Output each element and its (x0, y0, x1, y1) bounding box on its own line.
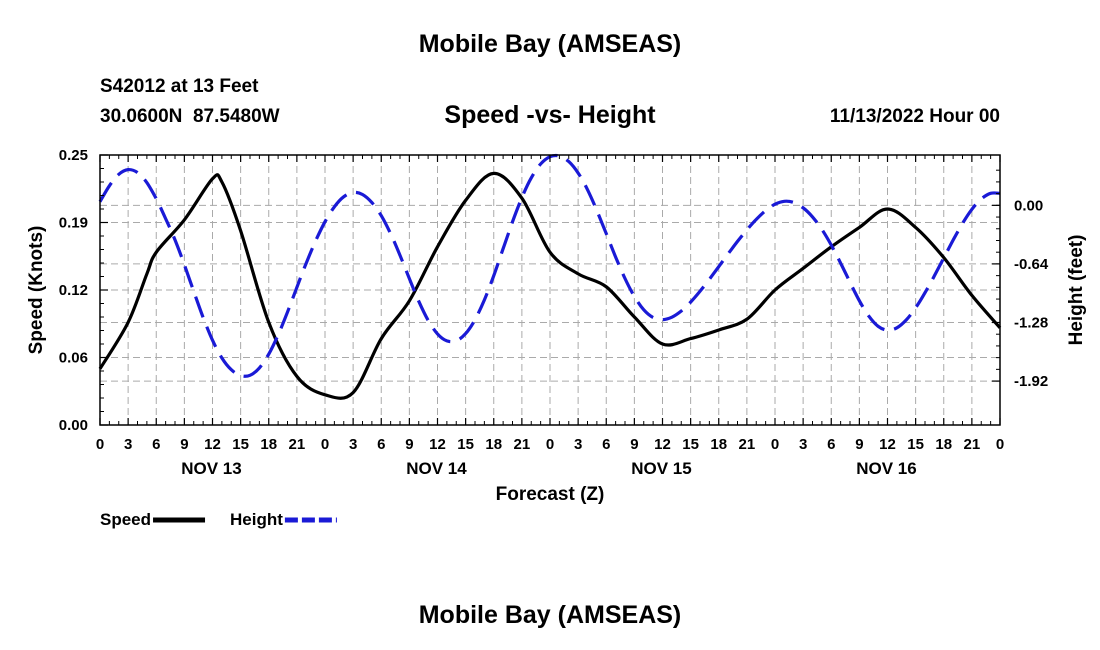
x-tick-label: 6 (152, 436, 160, 453)
grid-layer (100, 155, 1000, 425)
coordinates-label: 30.0600N 87.5480W (100, 106, 280, 127)
x-tick-label: 3 (799, 436, 807, 453)
forecast-date: 11/13/2022 Hour 00 (829, 106, 1000, 127)
y-tick-label: 0.19 (59, 215, 88, 232)
x-tick-label: 3 (349, 436, 357, 453)
x-tick-label: 6 (827, 436, 835, 453)
date-label: NOV 14 (406, 459, 467, 478)
x-tick-label: 12 (879, 436, 896, 453)
y-axis-label: Speed (Knots) (26, 226, 47, 355)
date-label: NOV 13 (181, 459, 241, 478)
tick-layer: 0 3 6 9 12 15 18 21 0 3 6 9 12 15 18 21 0 3 6 9 12 15 18 21 0 3 6 9… (59, 147, 1049, 478)
legend-label-speed: Speed (100, 510, 151, 529)
y-tick-label: 0.12 (59, 282, 88, 299)
x-tick-label: 0 (96, 436, 104, 453)
x-tick-label: 21 (514, 436, 531, 453)
x-tick-label: 21 (739, 436, 756, 453)
footer-title: Mobile Bay (AMSEAS) (418, 601, 682, 629)
x-tick-label: 18 (260, 436, 277, 453)
legend: Speed Height (100, 510, 337, 529)
x-tick-label: 6 (377, 436, 385, 453)
y-tick-label: 0.00 (59, 417, 88, 434)
x-tick-label: 18 (485, 436, 502, 453)
y-tick-label: 0.25 (59, 147, 88, 164)
x-tick-label: 21 (289, 436, 306, 453)
x-tick-label: 0 (996, 436, 1004, 453)
x-tick-label: 21 (964, 436, 981, 453)
y2-tick-label: 0.00 (1014, 197, 1043, 214)
y2-tick-label: -1.92 (1014, 373, 1048, 390)
x-tick-label: 15 (907, 436, 924, 453)
x-tick-label: 15 (682, 436, 699, 453)
x-tick-label: 9 (180, 436, 188, 453)
y2-tick-label: -1.28 (1014, 314, 1048, 331)
x-tick-label: 12 (654, 436, 671, 453)
x-tick-label: 15 (232, 436, 249, 453)
station-label: S42012 at 13 Feet (100, 76, 259, 97)
legend-label-height: Height (230, 510, 283, 529)
x-tick-label: 0 (771, 436, 779, 453)
x-axis-label: Forecast (Z) (496, 484, 605, 505)
x-tick-label: 0 (321, 436, 329, 453)
x-tick-label: 12 (429, 436, 446, 453)
page-title: Mobile Bay (AMSEAS) (418, 30, 682, 58)
x-tick-label: 18 (710, 436, 727, 453)
x-tick-label: 12 (204, 436, 221, 453)
x-tick-label: 3 (124, 436, 132, 453)
y2-axis-label: Height (feet) (1066, 235, 1087, 346)
date-label: NOV 16 (856, 459, 916, 478)
series-line-speed (98, 171, 1002, 400)
x-tick-label: 9 (630, 436, 638, 453)
chart-title: Speed -vs- Height (444, 101, 656, 129)
x-tick-label: 0 (546, 436, 554, 453)
y-tick-label: 0.06 (59, 350, 88, 367)
date-label: NOV 15 (631, 459, 691, 478)
x-tick-label: 15 (457, 436, 474, 453)
x-tick-label: 6 (602, 436, 610, 453)
x-tick-label: 3 (574, 436, 582, 453)
x-tick-label: 18 (935, 436, 952, 453)
x-tick-label: 9 (855, 436, 863, 453)
x-tick-label: 9 (405, 436, 413, 453)
y2-tick-label: -0.64 (1014, 256, 1049, 273)
